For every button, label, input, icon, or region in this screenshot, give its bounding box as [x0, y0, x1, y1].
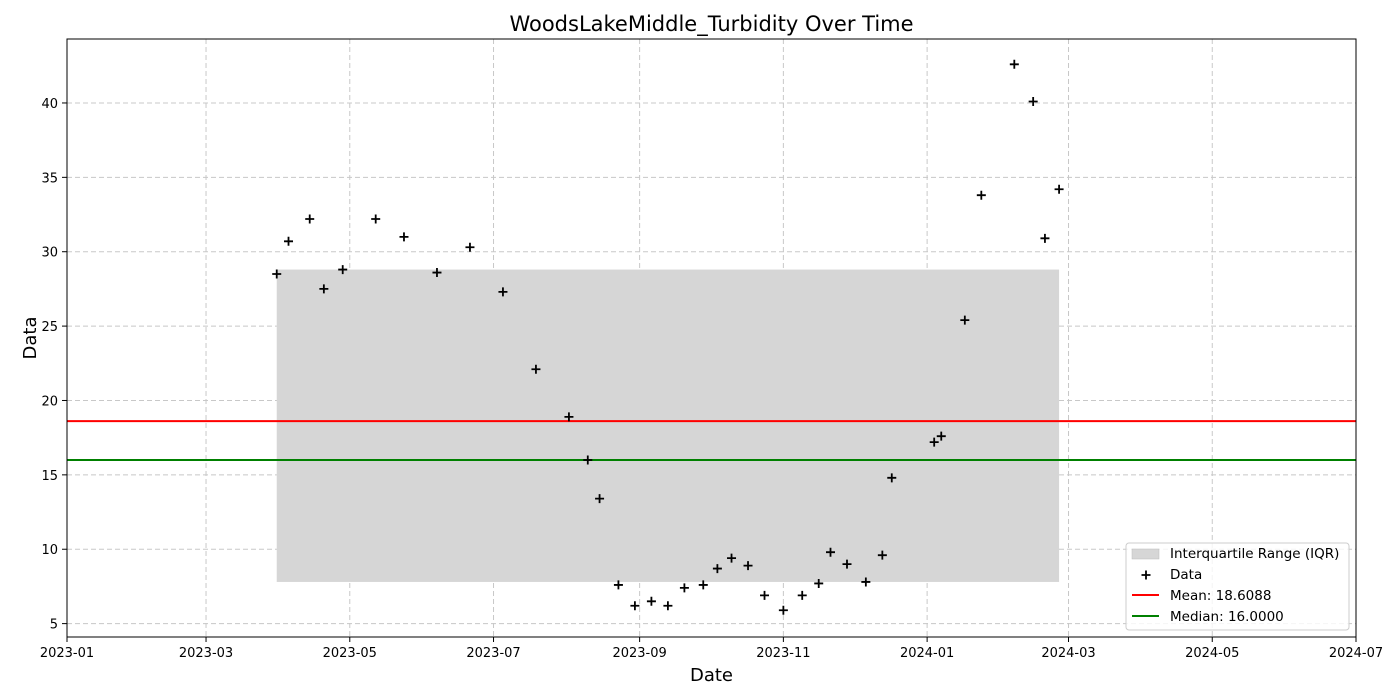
- chart-title: WoodsLakeMiddle_Turbidity Over Time: [509, 12, 913, 37]
- y-tick-label: 15: [41, 469, 58, 484]
- x-tick-label: 2024-05: [1185, 646, 1239, 661]
- y-tick-label: 10: [41, 543, 58, 558]
- data-point: [936, 431, 946, 441]
- x-tick-label: 2023-07: [466, 646, 520, 661]
- data-point: [1040, 233, 1050, 243]
- iqr-band-layer: [276, 269, 1060, 582]
- y-tick-label: 20: [41, 394, 58, 409]
- data-point: [814, 578, 824, 588]
- x-tick-label: 2023-05: [323, 646, 377, 661]
- data-point: [842, 559, 852, 569]
- data-point: [1009, 59, 1019, 69]
- reference-lines: [67, 420, 1356, 461]
- data-point: [531, 364, 541, 374]
- data-point: [1028, 96, 1038, 106]
- data-point: [887, 473, 897, 483]
- legend-box: [1125, 542, 1350, 631]
- x-tick-label: 2024-03: [1041, 646, 1095, 661]
- iqr-band: [276, 269, 1060, 582]
- x-tick-label: 2023-11: [756, 646, 810, 661]
- data-point: [929, 437, 939, 447]
- y-tick-label: 40: [41, 97, 58, 112]
- x-tick-label: 2024-01: [900, 646, 954, 661]
- y-axis-ticks: 5 10 15 20 25 30 35 40: [41, 97, 67, 633]
- data-point: [1054, 184, 1064, 194]
- data-point: [319, 284, 329, 294]
- legend-data-marker: [1141, 570, 1151, 580]
- legend-iqr-swatch: [1131, 548, 1160, 560]
- y-tick-label: 35: [41, 171, 58, 186]
- data-point: [861, 577, 871, 587]
- data-point: [284, 236, 294, 246]
- data-point: [698, 580, 708, 590]
- x-tick-label: 2024-07: [1329, 646, 1383, 661]
- legend-data-marker-glyph: [1141, 570, 1151, 580]
- legend-data-label: Data: [1170, 567, 1202, 583]
- y-axis-label: Data: [20, 317, 41, 360]
- data-point: [663, 601, 673, 611]
- legend-iqr-label: Interquartile Range (IQR): [1170, 546, 1339, 562]
- x-tick-label: 2023-09: [612, 646, 666, 661]
- data-point: [976, 190, 986, 200]
- data-point: [305, 214, 315, 224]
- x-axis-label: Date: [690, 665, 733, 686]
- legend-mean-label: Mean: 18.6088: [1170, 588, 1271, 604]
- data-point: [338, 265, 348, 275]
- data-point: [727, 553, 737, 563]
- data-point: [646, 596, 656, 606]
- data-point: [498, 287, 508, 297]
- y-tick-label: 30: [41, 246, 58, 261]
- y-tick-label: 5: [50, 618, 58, 633]
- data-point: [432, 268, 442, 278]
- data-point: [778, 605, 788, 615]
- x-axis-ticks: 2023-01 2023-03 2023-05 2023-07 2023-09 2023-…: [40, 637, 1383, 661]
- data-point: [630, 601, 640, 611]
- data-point: [399, 232, 409, 242]
- data-point: [583, 455, 593, 465]
- x-tick-label: 2023-01: [40, 646, 94, 661]
- plot-frame: [66, 38, 1357, 638]
- data-point: [797, 590, 807, 600]
- data-point: [743, 561, 753, 571]
- legend-median-label: Median: 16.0000: [1170, 609, 1284, 625]
- data-points: [272, 59, 1064, 615]
- legend: Interquartile Range (IQR) Data Mean: 18.…: [1125, 542, 1350, 631]
- data-point: [679, 583, 689, 593]
- data-point: [613, 580, 623, 590]
- data-point: [272, 269, 282, 279]
- data-point: [564, 412, 574, 422]
- y-tick-label: 25: [41, 320, 58, 335]
- data-point: [595, 494, 605, 504]
- data-point: [465, 242, 475, 252]
- data-point: [760, 590, 770, 600]
- data-point: [826, 547, 836, 557]
- data-point: [960, 315, 970, 325]
- data-point: [712, 564, 722, 574]
- x-tick-label: 2023-03: [179, 646, 233, 661]
- data-point: [877, 550, 887, 560]
- data-point: [371, 214, 381, 224]
